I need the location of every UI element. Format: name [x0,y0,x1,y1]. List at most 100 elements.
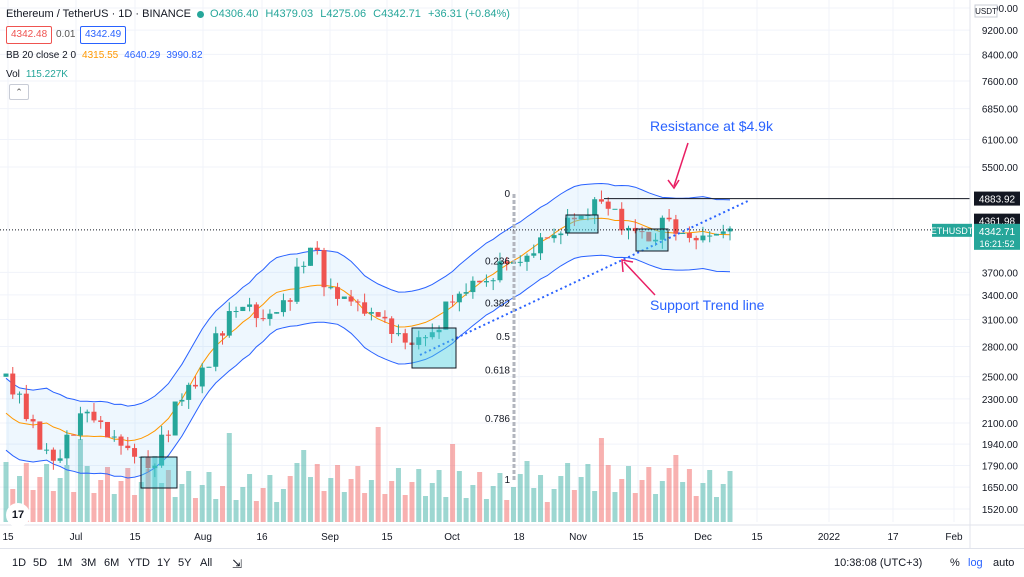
highlight-box [635,228,669,252]
candle-body [578,215,584,220]
candle-body [280,300,286,313]
candle-body [321,250,327,288]
band-lower [5,254,731,479]
volume-bar [172,497,178,522]
tf-1y[interactable]: 1Y [157,557,171,569]
candle-body [707,235,713,237]
fib-label: 1 [504,475,510,486]
volume-bar [77,439,83,522]
candle-body [632,227,638,232]
bb-label: BB 20 close 2 0 [6,50,77,61]
candle-body [132,448,138,457]
candle-body [213,333,219,367]
buy-button[interactable]: 4342.49 [80,26,127,44]
candle-body [226,311,232,336]
candle-body [104,421,110,438]
date-range-icon[interactable]: ⇲ [232,557,243,571]
symbol-title[interactable]: Ethereum / TetherUS · 1D · BINANCE [6,8,192,20]
resistance-arrow-head [667,179,680,190]
tf-5d[interactable]: 5D [33,557,48,569]
band-upper [5,182,731,407]
volume-bar [362,493,368,522]
spread-value: 0.01 [56,29,76,40]
volume-bar [544,502,550,522]
candle-body [341,296,347,299]
tf-all[interactable]: All [200,557,213,569]
price-tick: 2100.00 [982,419,1019,430]
tf-ytd[interactable]: YTD [128,557,150,569]
volume-bar [287,476,293,522]
candle-body [490,280,496,282]
volume-bar [592,491,598,522]
tf-5y[interactable]: 5Y [178,557,192,569]
candle-body [402,333,408,343]
tf-3m[interactable]: 3M [81,557,97,569]
volume-bar [233,500,239,522]
time-axis[interactable]: 15 Jul 15 Aug 16 Sep 15 Oct 18 Nov 15 Dec 15 2022 17 Fe… [0,524,1024,543]
candle-body [639,231,645,233]
time-tick: 15 [632,532,644,543]
candle-body [605,201,611,209]
tf-1d[interactable]: 1D [12,557,27,569]
volume-bar [355,466,361,522]
candle-body [389,318,395,334]
candle-body [23,393,29,420]
candle-body [470,280,476,293]
volume-bar [666,468,672,522]
time-tick: Nov [569,532,587,543]
candle-body [3,373,9,377]
volume-bar [551,489,557,522]
time-tick: 15 [381,532,393,543]
candle-body [477,280,483,283]
time-tick: 17 [887,532,899,543]
auto-toggle[interactable]: auto [993,557,1015,569]
price-tick: 9200.00 [982,26,1019,37]
candle-body [30,419,36,422]
sell-button[interactable]: 4342.48 [6,26,53,44]
bollinger-legend[interactable]: BB 20 close 2 0 4315.55 4640.29 3990.82 [6,50,203,61]
fib-label: 0.382 [485,298,510,309]
tf-6m[interactable]: 6M [104,557,120,569]
volume-bar [37,477,43,522]
candle-body [666,217,672,220]
open-value: O4306.40 [210,8,259,20]
bollinger-bands [5,182,731,479]
tradingview-logo[interactable]: 17 [6,503,30,527]
countdown-label: 16:21:52 [979,239,1014,249]
candle-body [37,421,43,450]
resistance-price-label: 4883.92 [979,195,1016,206]
price-chart[interactable]: 0 0.236 0.382 0.5 0.618 0.786 1 Resistance at $… [0,0,1024,548]
candle-body [680,232,686,234]
candle-body [423,337,429,339]
candle-body [517,261,523,263]
volume-bar [653,494,659,522]
ohlc-values: O4306.40 H4379.03 L4275.06 C4342.71 +36.… [210,8,514,20]
volume-bar [3,462,9,522]
price-tick: 6850.00 [982,105,1019,116]
volume-bar [165,470,171,522]
time-tick: 15 [2,532,14,543]
currency-label[interactable]: USDT [975,7,997,16]
high-value: H4379.03 [265,8,314,20]
tf-1m[interactable]: 1M [57,557,73,569]
volume-legend[interactable]: Vol 115.227K [6,69,68,80]
volume-bar [416,469,422,522]
candle-body [626,227,632,231]
fib-label: 0.5 [496,332,510,343]
candle-body [443,301,449,330]
candle-body [240,306,246,312]
volume-bar [335,465,341,522]
collapse-legend-icon[interactable]: ⌃ [9,84,29,100]
percent-toggle[interactable]: % [950,557,960,569]
price-axis[interactable]: 10000.009200.008400.007600.006850.006100… [931,0,1020,548]
volume-bar [693,496,699,522]
clock[interactable]: 10:38:08 (UTC+3) [834,557,923,569]
candle-body [192,384,198,387]
log-toggle[interactable]: log [968,557,983,569]
volume-bar [571,490,577,522]
candle-body [98,420,104,422]
chart-overlays: 0 0.236 0.382 0.5 0.618 0.786 1 Resistance at $… [0,118,970,489]
volume-bar [186,471,192,522]
candle-body [179,399,185,402]
candle-body [220,333,226,336]
